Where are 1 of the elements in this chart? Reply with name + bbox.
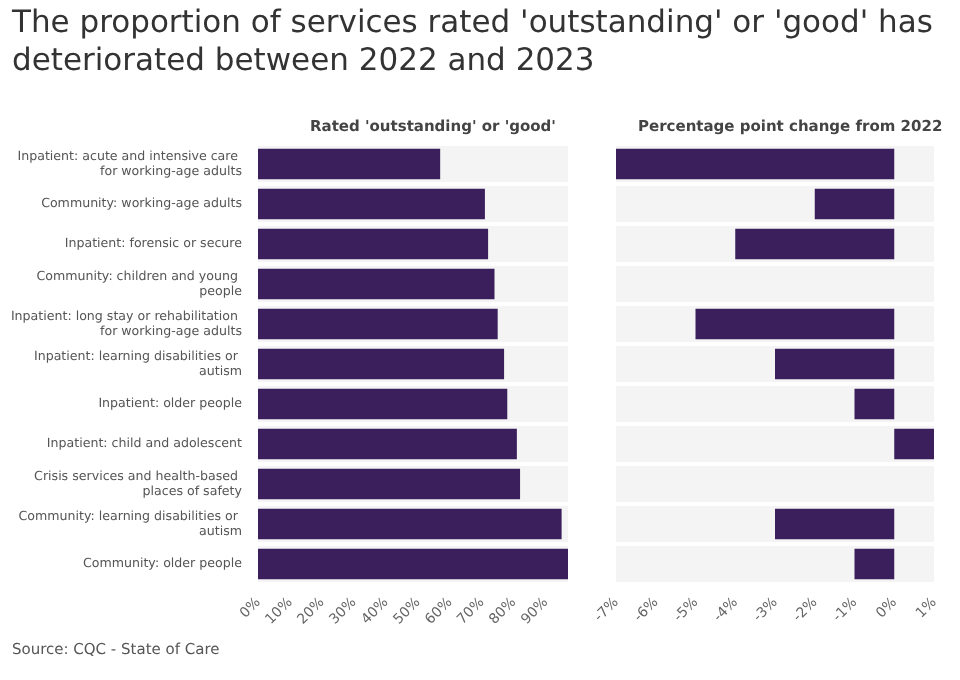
chart-title: The proportion of services rated 'outstanding' or 'good' has deteriorated between 2022 and 2023 xyxy=(12,4,935,80)
